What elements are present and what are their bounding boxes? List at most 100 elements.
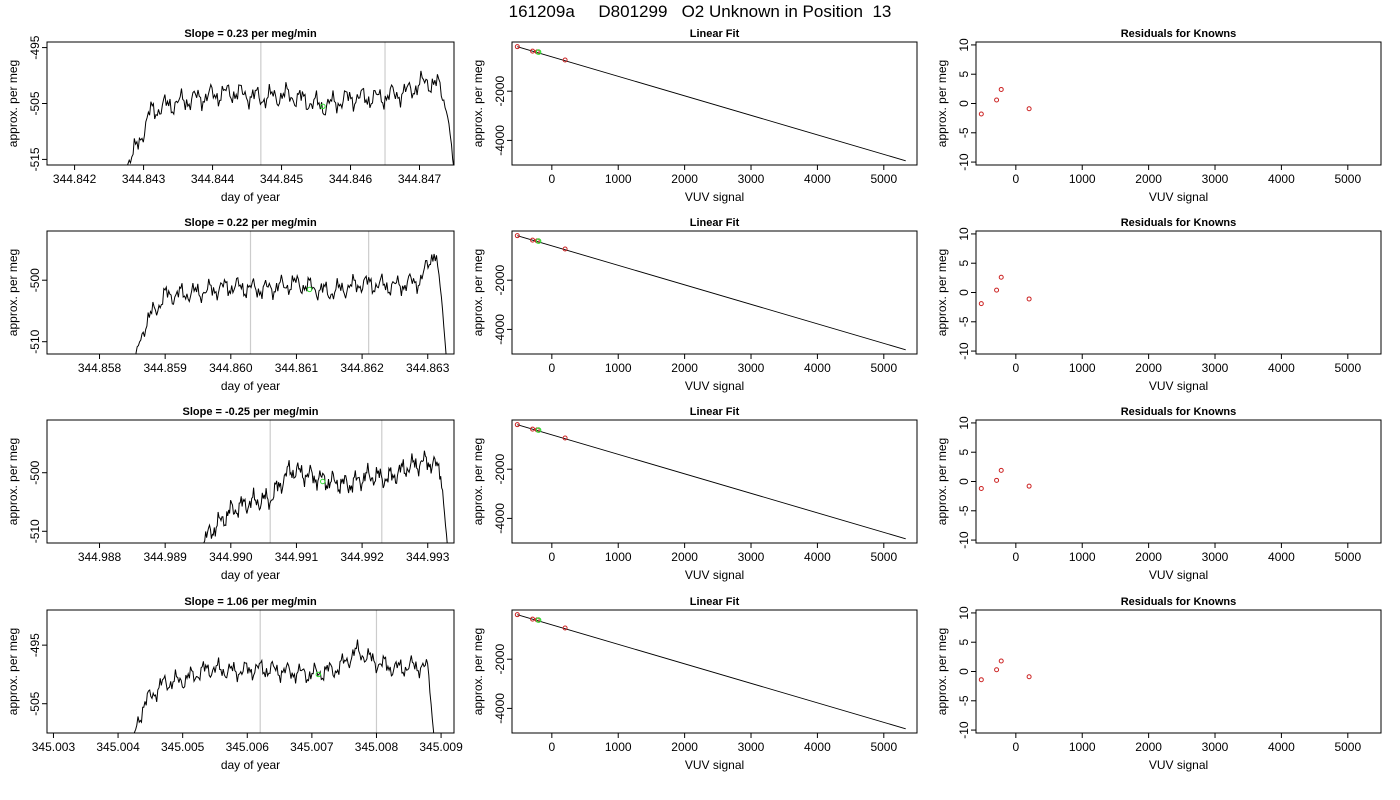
panel-frame bbox=[511, 41, 918, 166]
x-tick-label: 3000 bbox=[1202, 740, 1229, 754]
panel-frame bbox=[511, 609, 918, 734]
x-tick-label: 344.847 bbox=[398, 172, 442, 186]
x-axis-label: VUV signal bbox=[685, 190, 744, 204]
y-tick-label: -5 bbox=[957, 695, 971, 706]
x-tick-label: 3000 bbox=[738, 361, 765, 375]
panel-title: Linear Fit bbox=[690, 28, 740, 40]
x-tick-label: 3000 bbox=[1202, 361, 1229, 375]
x-tick-label: 344.990 bbox=[209, 550, 253, 564]
residual-point bbox=[994, 667, 1000, 673]
panel-title: Linear Fit bbox=[690, 596, 740, 608]
x-tick-label: 4000 bbox=[804, 550, 831, 564]
y-tick-label: 10 bbox=[957, 606, 971, 620]
signal-trace-line bbox=[135, 253, 447, 354]
y-tick-label: 10 bbox=[957, 38, 971, 52]
residual-point bbox=[998, 467, 1004, 473]
x-tick-label: 344.858 bbox=[78, 361, 122, 375]
residual-point bbox=[994, 477, 1000, 483]
panel-frame bbox=[46, 41, 455, 166]
x-axis-label: VUV signal bbox=[1149, 568, 1208, 582]
panel-r3-resid: Residuals for Knowns 0 1000 2000 3000 4000 500… bbox=[935, 406, 1382, 582]
x-tick-label: 5000 bbox=[1334, 550, 1361, 564]
fit-line bbox=[517, 424, 906, 540]
y-tick-label: -505 bbox=[28, 691, 42, 715]
panel-frame bbox=[511, 419, 918, 544]
residual-point bbox=[998, 86, 1004, 92]
x-tick-label: 3000 bbox=[738, 172, 765, 186]
known-point bbox=[514, 233, 520, 239]
panel-r4-resid: Residuals for Knowns 0 1000 2000 3000 4000 500… bbox=[935, 596, 1382, 772]
y-tick-label: -5 bbox=[957, 127, 971, 138]
unknown-point bbox=[535, 617, 542, 623]
panel-title: Residuals for Knowns bbox=[1121, 217, 1237, 229]
x-tick-label: 344.991 bbox=[275, 550, 319, 564]
y-tick-label: -505 bbox=[28, 91, 42, 115]
x-tick-label: 5000 bbox=[870, 172, 897, 186]
x-axis-label: VUV signal bbox=[1149, 190, 1208, 204]
panel-frame bbox=[46, 609, 455, 734]
y-tick-label: -5 bbox=[957, 505, 971, 516]
x-tick-label: 1000 bbox=[605, 361, 632, 375]
known-point bbox=[514, 44, 520, 50]
panel-frame bbox=[46, 230, 455, 355]
x-tick-label: 345.006 bbox=[226, 740, 270, 754]
y-tick-label: 0 bbox=[957, 100, 971, 107]
unknown-point bbox=[535, 238, 542, 244]
x-tick-label: 1000 bbox=[1069, 172, 1096, 186]
x-tick-label: 2000 bbox=[1135, 172, 1162, 186]
panel-r4-fit: Linear Fit 0 1000 2000 3000 4000 5000 -2000 -400… bbox=[471, 596, 918, 772]
y-tick-label: 5 bbox=[957, 260, 971, 267]
unknown-mean-marker bbox=[315, 671, 322, 678]
unknown-point bbox=[535, 49, 542, 55]
y-tick-label: 0 bbox=[957, 289, 971, 296]
known-point bbox=[562, 435, 568, 441]
x-tick-label: 2000 bbox=[671, 550, 698, 564]
x-tick-label: 0 bbox=[548, 740, 555, 754]
x-tick-label: 3000 bbox=[1202, 172, 1229, 186]
unknown-mean-marker bbox=[320, 103, 326, 109]
y-tick-label: -4000 bbox=[493, 314, 507, 345]
x-axis-label: VUV signal bbox=[685, 568, 744, 582]
x-tick-label: 2000 bbox=[671, 361, 698, 375]
x-tick-label: 344.843 bbox=[122, 172, 166, 186]
x-tick-label: 3000 bbox=[738, 740, 765, 754]
x-tick-label: 344.844 bbox=[191, 172, 235, 186]
x-tick-label: 5000 bbox=[870, 740, 897, 754]
y-tick-label: -500 bbox=[28, 268, 42, 292]
x-tick-label: 4000 bbox=[804, 172, 831, 186]
x-tick-label: 3000 bbox=[738, 550, 765, 564]
x-tick-label: 2000 bbox=[1135, 361, 1162, 375]
y-axis-label: approx. per meg bbox=[471, 249, 485, 336]
panel-r1-fit: Linear Fit 0 1000 2000 3000 4000 5000 -2000 -400… bbox=[471, 28, 918, 204]
x-tick-label: 344.846 bbox=[329, 172, 373, 186]
x-tick-label: 1000 bbox=[1069, 550, 1096, 564]
panel-frame bbox=[975, 419, 1382, 544]
y-axis-label: approx. per meg bbox=[935, 438, 949, 525]
panel-r1-resid: Residuals for Knowns 0 1000 2000 3000 4000 500… bbox=[935, 28, 1382, 204]
panel-r3-trace: Slope = -0.25 per meg/min 344.988 344.989 3… bbox=[6, 406, 455, 582]
y-axis-label: approx. per meg bbox=[471, 628, 485, 715]
residual-point bbox=[978, 677, 984, 683]
x-tick-label: 344.989 bbox=[143, 550, 187, 564]
panel-title: Linear Fit bbox=[690, 217, 740, 229]
y-tick-label: -515 bbox=[28, 147, 42, 171]
y-tick-label: 0 bbox=[957, 478, 971, 485]
x-tick-label: 2000 bbox=[1135, 740, 1162, 754]
panel-r2-resid: Residuals for Knowns 0 1000 2000 3000 4000 500… bbox=[935, 217, 1382, 393]
y-tick-label: -2000 bbox=[493, 644, 507, 675]
x-axis-label: VUV signal bbox=[1149, 758, 1208, 772]
x-tick-label: 2000 bbox=[671, 740, 698, 754]
y-tick-label: 0 bbox=[957, 668, 971, 675]
known-point bbox=[514, 612, 520, 618]
panel-frame bbox=[975, 609, 1382, 734]
residual-point bbox=[978, 301, 984, 307]
x-tick-label: 5000 bbox=[1334, 172, 1361, 186]
x-axis-label: day of year bbox=[221, 568, 280, 582]
x-axis-label: day of year bbox=[221, 190, 280, 204]
x-tick-label: 345.004 bbox=[96, 740, 140, 754]
figure-title: 161209a D801299 O2 Unknown in Position 1… bbox=[508, 2, 892, 21]
x-tick-label: 344.842 bbox=[53, 172, 97, 186]
x-tick-label: 0 bbox=[1012, 172, 1019, 186]
x-tick-label: 1000 bbox=[605, 740, 632, 754]
